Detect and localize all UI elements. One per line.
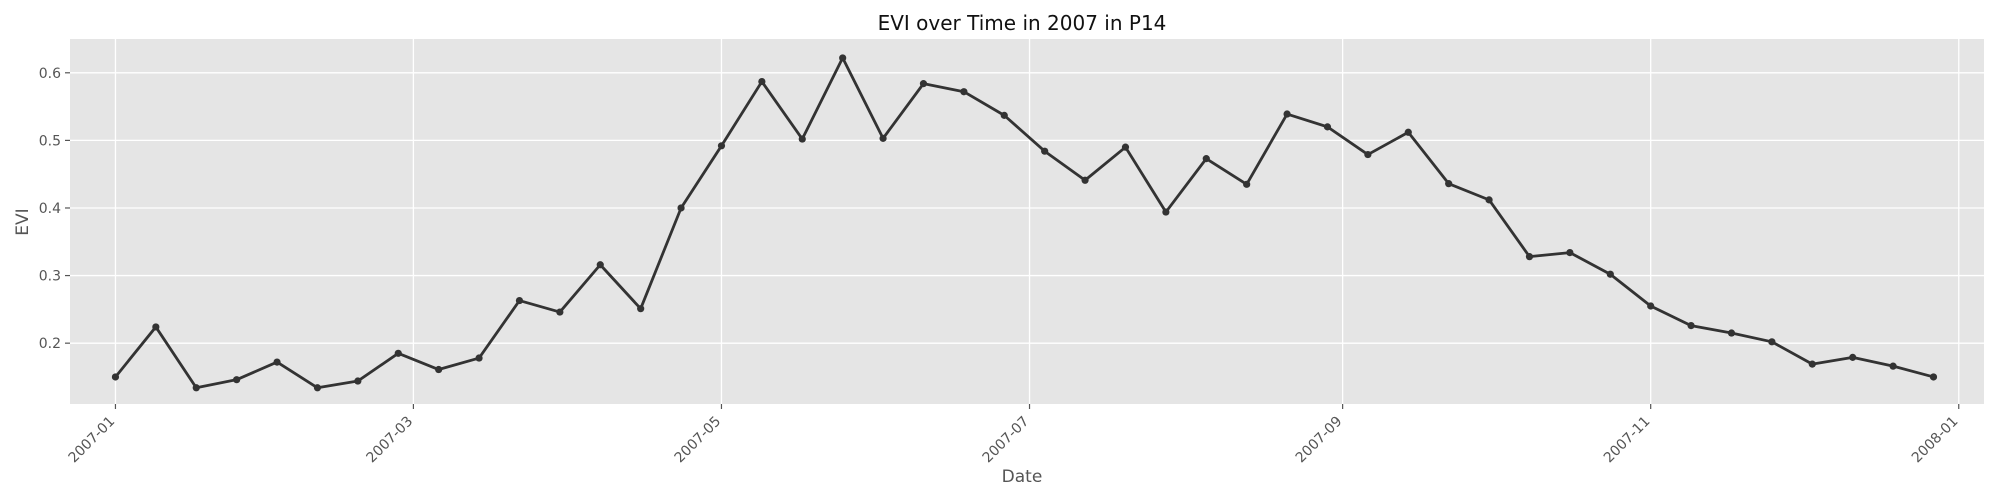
data-point — [1849, 353, 1857, 361]
data-point — [1647, 302, 1655, 310]
chart-title: EVI over Time in 2007 in P14 — [878, 11, 1167, 35]
data-point — [1727, 329, 1736, 337]
data-point — [677, 204, 685, 212]
data-point — [394, 349, 402, 357]
data-point — [839, 54, 847, 62]
data-point — [1404, 128, 1412, 136]
evi-line — [114, 56, 1934, 390]
plot-area — [70, 39, 1984, 404]
y-tick-label: 0.2 — [39, 336, 61, 352]
data-point — [1283, 110, 1291, 118]
data-point — [515, 296, 524, 305]
y-tick-label: 0.3 — [39, 269, 61, 285]
data-point — [758, 77, 766, 86]
data-point — [1525, 253, 1534, 261]
y-axis: 0.2 0.3 0.4 0.5 0.6 — [39, 66, 70, 352]
series-evi — [111, 54, 1938, 392]
data-point — [111, 373, 120, 381]
data-point — [798, 135, 806, 143]
data-point — [192, 384, 200, 392]
data-point — [960, 88, 968, 96]
y-axis-label: EVI — [13, 208, 33, 235]
x-axis: 2007-01 2007-03 2007-05 2007-07 2007-09 2007-… — [66, 404, 1962, 466]
grid-lines — [70, 39, 1984, 404]
data-point — [354, 377, 362, 385]
y-tick-label: 0.5 — [39, 133, 61, 149]
x-tick-label: 2008-01 — [1909, 414, 1962, 467]
data-point — [1889, 362, 1897, 370]
x-axis-label: Date — [1002, 467, 1043, 487]
y-tick-label: 0.6 — [39, 66, 61, 82]
data-point — [879, 134, 887, 142]
data-point — [637, 305, 645, 313]
data-point — [435, 365, 443, 374]
data-point — [596, 261, 604, 269]
x-tick-label: 2007-03 — [364, 414, 417, 467]
data-point — [1606, 270, 1614, 278]
data-point — [1323, 123, 1332, 131]
data-point — [233, 376, 241, 384]
data-point — [556, 308, 564, 316]
x-tick-label: 2007-05 — [672, 414, 725, 467]
data-point — [1364, 150, 1372, 159]
data-point — [313, 384, 322, 392]
data-point — [273, 358, 281, 366]
x-tick-label: 2007-01 — [66, 414, 119, 467]
data-point — [1808, 360, 1816, 368]
data-point — [1041, 147, 1049, 155]
data-point — [1566, 248, 1574, 257]
data-point — [152, 323, 160, 331]
data-point — [1000, 111, 1008, 119]
x-tick-label: 2007-09 — [1293, 414, 1346, 467]
data-point — [1687, 321, 1695, 330]
y-tick-label: 0.4 — [39, 201, 61, 217]
data-point — [1445, 180, 1453, 188]
data-point — [717, 142, 726, 150]
data-point — [1929, 373, 1938, 381]
data-point — [1121, 143, 1130, 151]
x-tick-label: 2007-07 — [980, 414, 1033, 467]
data-point — [1081, 176, 1089, 184]
data-point — [1162, 208, 1170, 216]
data-point — [1485, 196, 1493, 204]
data-point — [1768, 338, 1776, 346]
x-tick-label: 2007-11 — [1601, 414, 1654, 467]
data-point — [1202, 155, 1210, 163]
data-point — [919, 80, 928, 88]
data-point — [1243, 180, 1251, 188]
data-point — [475, 354, 483, 362]
